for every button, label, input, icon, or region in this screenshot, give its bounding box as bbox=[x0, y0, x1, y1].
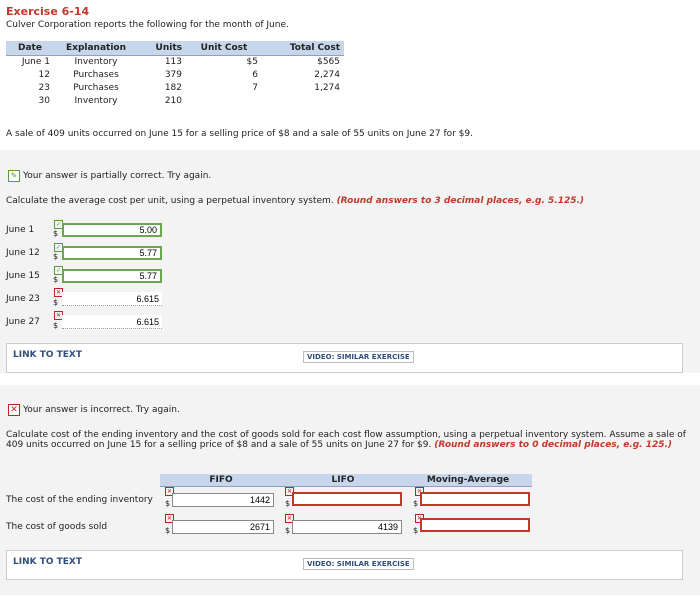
video-similar-exercise-button[interactable]: VIDEO: SIMILAR EXERCISE bbox=[303, 558, 414, 570]
cell: 1,274 bbox=[314, 83, 340, 93]
cell: $5 bbox=[246, 57, 258, 67]
x-icon: ✕ bbox=[285, 514, 294, 523]
currency-symbol: $ bbox=[413, 526, 419, 535]
part2-feedback: ✕ Your answer is incorrect. Try again. bbox=[8, 404, 180, 416]
lifo-cogs-input[interactable] bbox=[292, 520, 402, 534]
col-unit-cost: Unit Cost bbox=[186, 41, 262, 56]
col-explanation: Explanation bbox=[54, 41, 138, 56]
lifo-ending-inventory-input[interactable] bbox=[292, 492, 402, 506]
row-label-june-12: June 12 bbox=[6, 248, 40, 258]
cell: 6 bbox=[252, 70, 258, 80]
table-row: June 1 Inventory 113 $5 $565 bbox=[6, 56, 344, 70]
part1-instruction: Calculate the average cost per unit, usi… bbox=[6, 196, 686, 206]
cell bbox=[262, 95, 344, 108]
col-lifo: LIFO bbox=[282, 474, 404, 487]
part1-panel bbox=[0, 150, 700, 373]
col-units: Units bbox=[138, 41, 186, 56]
cell: Inventory bbox=[74, 57, 118, 67]
x-icon: ✕ bbox=[285, 487, 294, 496]
cell: June 1 bbox=[21, 57, 50, 67]
x-icon: ✕ bbox=[165, 487, 174, 496]
avg-cost-june-23-input[interactable] bbox=[62, 292, 162, 306]
cell: Inventory bbox=[74, 96, 118, 106]
intro-text: Culver Corporation reports the following… bbox=[6, 20, 289, 30]
cell: Purchases bbox=[73, 83, 119, 93]
avg-cost-june-27-input[interactable] bbox=[62, 315, 162, 329]
currency-symbol: $ bbox=[53, 252, 59, 261]
cell: 30 bbox=[38, 96, 50, 106]
row-label-june-27: June 27 bbox=[6, 317, 40, 327]
part2-instruction: Calculate cost of the ending inventory a… bbox=[6, 430, 688, 450]
instruction-text: Calculate the average cost per unit, usi… bbox=[6, 196, 334, 206]
pencil-icon: ✎ bbox=[8, 170, 20, 182]
sale-text: A sale of 409 units occurred on June 15 … bbox=[6, 129, 474, 139]
cell: 12 bbox=[38, 70, 50, 80]
fifo-ending-inventory-input[interactable] bbox=[172, 493, 274, 507]
x-icon: ✕ bbox=[415, 487, 424, 496]
row-label-june-1: June 1 bbox=[6, 225, 35, 235]
currency-symbol: $ bbox=[413, 499, 419, 508]
avg-cost-june-15-input[interactable] bbox=[62, 269, 162, 283]
instruction-rounding: (Round answers to 0 decimal places, e.g.… bbox=[434, 440, 673, 450]
currency-symbol: $ bbox=[53, 321, 59, 330]
currency-symbol: $ bbox=[53, 275, 59, 284]
col-fifo: FIFO bbox=[160, 474, 282, 487]
cell: 2,274 bbox=[314, 70, 340, 80]
link-to-text[interactable]: LINK TO TEXT bbox=[13, 557, 83, 567]
currency-symbol: $ bbox=[53, 229, 59, 238]
fifo-cogs-input[interactable] bbox=[172, 520, 274, 534]
avg-cost-june-12-input[interactable] bbox=[62, 246, 162, 260]
col-total-cost: Total Cost bbox=[262, 41, 344, 56]
cell: 113 bbox=[164, 57, 182, 67]
currency-symbol: $ bbox=[285, 499, 291, 508]
cell: 7 bbox=[252, 83, 258, 93]
cell: $565 bbox=[317, 57, 340, 67]
exercise-title: Exercise 6-14 bbox=[6, 5, 90, 18]
table-row: 30 Inventory 210 bbox=[6, 95, 344, 108]
link-to-text[interactable]: LINK TO TEXT bbox=[13, 350, 83, 360]
part1-feedback: ✎ Your answer is partially correct. Try … bbox=[8, 170, 211, 182]
video-similar-exercise-button[interactable]: VIDEO: SIMILAR EXERCISE bbox=[303, 351, 414, 363]
feedback-text: Your answer is incorrect. Try again. bbox=[23, 405, 180, 415]
cell: 210 bbox=[164, 96, 182, 106]
col-date: Date bbox=[6, 41, 54, 56]
cell: 23 bbox=[38, 83, 50, 93]
currency-symbol: $ bbox=[165, 526, 171, 535]
cell bbox=[186, 95, 262, 108]
moving-average-ending-inventory-input[interactable] bbox=[420, 492, 530, 506]
cell: Purchases bbox=[73, 70, 119, 80]
col-moving-average: Moving-Average bbox=[404, 474, 532, 487]
table-row: 23 Purchases 182 7 1,274 bbox=[6, 82, 344, 95]
cell: 182 bbox=[164, 83, 182, 93]
cell: 379 bbox=[164, 70, 182, 80]
cogs-label: The cost of goods sold bbox=[6, 522, 108, 532]
ending-inventory-label: The cost of the ending inventory bbox=[6, 495, 153, 505]
instruction-text: Calculate cost of the ending inventory a… bbox=[6, 430, 686, 450]
moving-average-cogs-input[interactable] bbox=[420, 518, 530, 532]
transactions-table: Date Explanation Units Unit Cost Total C… bbox=[6, 41, 344, 108]
instruction-rounding: (Round answers to 3 decimal places, e.g.… bbox=[336, 196, 585, 206]
currency-symbol: $ bbox=[53, 298, 59, 307]
x-icon: ✕ bbox=[165, 514, 174, 523]
row-label-june-15: June 15 bbox=[6, 271, 40, 281]
row-label-june-23: June 23 bbox=[6, 294, 40, 304]
feedback-text: Your answer is partially correct. Try ag… bbox=[23, 171, 212, 181]
currency-symbol: $ bbox=[165, 499, 171, 508]
x-icon: ✕ bbox=[8, 404, 20, 416]
part2-link-bar bbox=[6, 550, 683, 580]
avg-cost-june-1-input[interactable] bbox=[62, 223, 162, 237]
currency-symbol: $ bbox=[285, 526, 291, 535]
table-row: 12 Purchases 379 6 2,274 bbox=[6, 69, 344, 82]
